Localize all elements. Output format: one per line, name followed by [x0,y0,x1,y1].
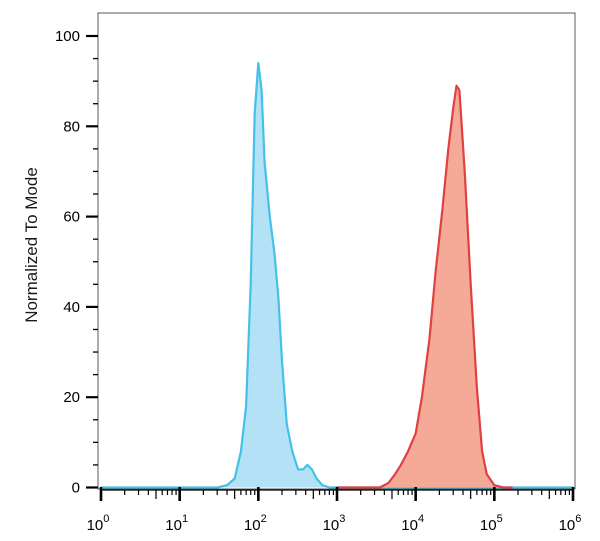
x-tick-label: 105 [480,513,503,534]
x-tick-base: 10 [323,517,340,534]
x-tick-base: 10 [165,517,182,534]
x-tick-base: 10 [480,517,497,534]
plot-frame [97,12,576,490]
x-tick-base: 10 [401,517,418,534]
x-tick-label: 104 [401,513,424,534]
plot-area [101,62,573,489]
x-tick-exponent: 3 [339,513,345,525]
y-tick-label: 100 [55,28,80,45]
series-1-line [337,84,513,489]
x-tick-exponent: 5 [497,513,503,525]
y-tick-label: 60 [63,209,80,226]
x-tick-exponent: 4 [418,513,424,525]
x-tick-exponent: 1 [182,513,188,525]
series-1-area [337,85,513,488]
y-tick-label: 40 [63,299,80,316]
x-tick-label: 100 [87,513,110,534]
x-tick-label: 103 [323,513,346,534]
x-tick-exponent: 6 [575,513,581,525]
x-tick-base: 10 [87,517,104,534]
y-tick-label: 0 [72,480,80,497]
y-axis-title: Normalized To Mode [22,167,41,323]
x-tick-label: 106 [559,513,582,534]
x-tick-label: 102 [244,513,267,534]
x-tick-exponent: 2 [261,513,267,525]
y-tick-label: 20 [63,389,80,406]
series-0-area [101,63,573,488]
series-0-line [101,62,573,489]
x-tick-base: 10 [244,517,261,534]
y-tick-label: 80 [63,118,80,135]
x-tick-exponent: 0 [103,513,109,525]
x-tick-base: 10 [559,517,576,534]
x-tick-label: 101 [165,513,188,534]
